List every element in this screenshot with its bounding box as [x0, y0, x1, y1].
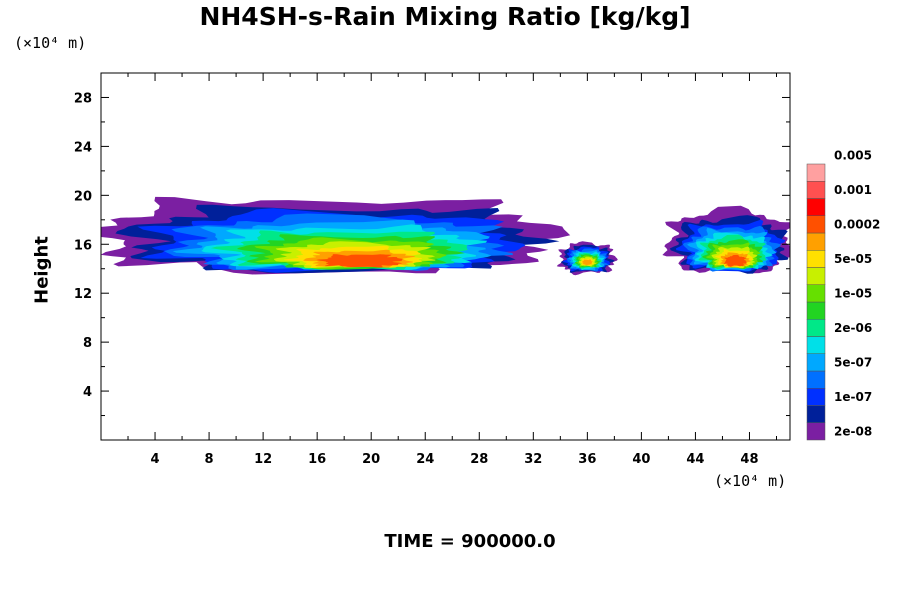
time-label: TIME = 900000.0 — [384, 531, 556, 552]
colorbar-swatch — [806, 267, 826, 285]
x-tick-label: 44 — [686, 452, 704, 467]
x-tick-label: 8 — [205, 452, 214, 467]
x-tick-label: 28 — [470, 452, 488, 467]
colorbar-label: 0.001 — [834, 183, 872, 197]
colorbar-swatch — [806, 319, 826, 337]
colorbar-swatch — [806, 215, 826, 234]
x-tick-label: 20 — [362, 452, 380, 467]
x-tick-label: 4 — [151, 452, 160, 467]
chart-title: NH4SH-s-Rain Mixing Ratio [kg/kg] — [199, 2, 691, 31]
x-axis: 4 8 12 16 20 24 28 32 36 40 44 48 — [127, 73, 777, 467]
colorbar-swatch — [806, 370, 826, 389]
colorbar-swatch — [806, 284, 826, 303]
colorbar-swatch — [806, 388, 826, 406]
x-tick-label: 48 — [740, 452, 758, 467]
colorbar-label: 2e-06 — [834, 321, 872, 335]
colorbar-swatch — [806, 301, 826, 320]
x-tick-label: 12 — [254, 452, 272, 467]
contour-band — [582, 259, 593, 266]
colorbar-swatch — [806, 163, 826, 182]
colorbar-label: 0.005 — [834, 148, 872, 162]
x-tick-label: 36 — [578, 452, 596, 467]
colorbar-label: 5e-05 — [834, 252, 872, 266]
colorbar-swatch — [806, 422, 826, 441]
y-tick-label: 16 — [74, 238, 92, 253]
y-tick-label: 12 — [74, 287, 92, 302]
colorbar-label: 2e-08 — [834, 424, 872, 438]
y-tick-label: 4 — [83, 385, 92, 400]
colorbar-label: 1e-07 — [834, 390, 872, 404]
y-axis: 4 8 12 16 20 24 28 — [74, 91, 790, 417]
colorbar-label: 5e-07 — [834, 355, 872, 369]
contour-band — [316, 254, 403, 268]
y-tick-label: 20 — [74, 189, 92, 204]
colorbar-swatch — [806, 250, 826, 268]
x-tick-label: 32 — [524, 452, 542, 467]
x-tick-label: 24 — [416, 452, 434, 467]
plot-frame — [100, 72, 791, 441]
colorbar: 2e-08 1e-07 5e-07 2e-06 1e-05 5e-05 0.0002 0.00… — [806, 148, 880, 441]
x-axis-unit: (×10⁴ m) — [714, 472, 787, 490]
x-tick-label: 40 — [632, 452, 650, 467]
colorbar-label: 0.0002 — [834, 217, 880, 231]
y-tick-label: 8 — [83, 336, 92, 351]
contour-band — [723, 254, 747, 267]
y-tick-label: 28 — [74, 91, 92, 106]
x-tick-label: 16 — [308, 452, 326, 467]
colorbar-swatch — [806, 336, 826, 354]
y-axis-unit: (×10⁴ m) — [14, 34, 87, 52]
colorbar-label: 1e-05 — [834, 286, 872, 300]
colorbar-swatch — [806, 405, 826, 423]
colorbar-swatch — [806, 198, 826, 216]
colorbar-swatch — [806, 232, 826, 251]
colorbar-swatch — [806, 353, 826, 372]
y-tick-label: 24 — [74, 140, 92, 155]
mixing-ratio-field — [101, 196, 790, 276]
colorbar-swatch — [806, 181, 826, 199]
